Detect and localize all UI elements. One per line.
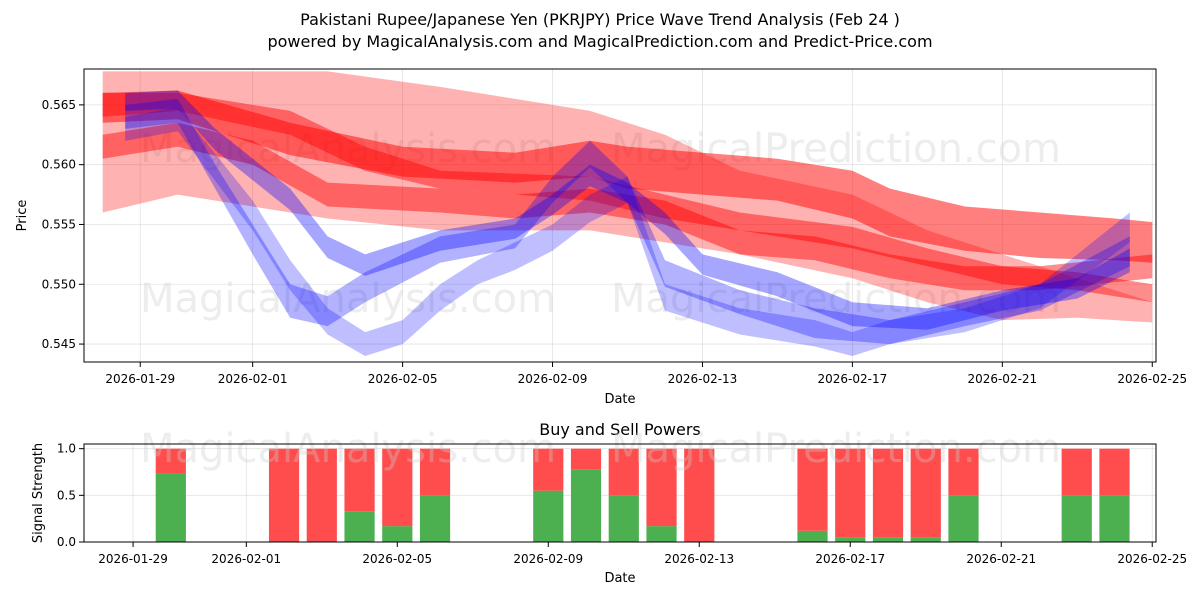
buy-bar xyxy=(533,490,564,542)
buy-bar xyxy=(1061,495,1092,542)
sell-bar xyxy=(797,448,828,531)
price-x-tick-label: 2026-02-05 xyxy=(368,372,438,386)
price-x-tick-label: 2026-02-25 xyxy=(1117,372,1187,386)
price-y-tick-label: 0.565 xyxy=(42,98,76,112)
power-chart-bars xyxy=(155,448,1130,542)
price-x-tick-label: 2026-01-29 xyxy=(105,372,175,386)
sell-bar xyxy=(344,448,375,512)
sell-bar xyxy=(872,448,904,538)
blue-wave-band xyxy=(125,90,1130,330)
buy-bar xyxy=(344,511,375,542)
power-x-tick-label: 2026-02-01 xyxy=(211,552,281,566)
sell-bar xyxy=(306,448,337,542)
sell-bar xyxy=(419,448,451,496)
power-x-tick-label: 2026-02-17 xyxy=(815,552,885,566)
buy-bar xyxy=(608,495,639,542)
buy-bar xyxy=(910,537,941,542)
power-x-tick-label: 2026-02-09 xyxy=(513,552,583,566)
price-y-tick-label: 0.560 xyxy=(42,158,76,172)
watermark-prediction-power: MagicalPrediction.com xyxy=(611,426,1061,472)
sell-bar xyxy=(1099,448,1130,496)
sell-bar xyxy=(646,448,677,527)
buy-bar xyxy=(155,473,186,542)
power-chart-axes: 2026-01-29 2026-02-01 2026-02-05 2026-02-09… xyxy=(57,442,1187,566)
buy-bar xyxy=(797,530,828,542)
red-wave-band xyxy=(102,71,1153,323)
price-chart-frame xyxy=(83,68,1157,363)
buy-bar xyxy=(835,537,866,542)
power-chart-frame xyxy=(83,443,1157,543)
watermark-analysis-bottom: MagicalAnalysis.com xyxy=(140,276,556,322)
price-x-tick-label: 2026-02-17 xyxy=(818,372,888,386)
price-chart-xlabel: Date xyxy=(604,392,635,407)
price-chart-ylabel: Price xyxy=(15,200,30,232)
red-wave-band xyxy=(102,92,1153,303)
sell-bar xyxy=(155,448,186,474)
sell-bar xyxy=(268,448,300,542)
power-x-tick-label: 2026-02-25 xyxy=(1117,552,1187,566)
power-chart-ylabel: Signal Strength xyxy=(31,443,46,543)
price-y-tick-label: 0.550 xyxy=(42,277,76,291)
power-x-tick-label: 2026-02-05 xyxy=(362,552,432,566)
power-chart-xlabel: Date xyxy=(604,571,635,586)
figure-title-line2: powered by MagicalAnalysis.com and Magic… xyxy=(267,32,932,51)
blue-wave-band xyxy=(125,98,1130,345)
price-y-tick-label: 0.555 xyxy=(42,217,76,231)
sell-bar xyxy=(533,448,564,491)
buy-bar xyxy=(1099,495,1130,542)
power-y-tick-label: 0.5 xyxy=(57,488,76,502)
sell-bar xyxy=(684,448,715,542)
sell-bar xyxy=(948,448,979,496)
buy-bar xyxy=(570,469,602,542)
power-x-tick-label: 2026-02-13 xyxy=(664,552,734,566)
sell-bar xyxy=(570,448,602,470)
power-chart: Buy and Sell Powers MagicalAnalysis.com … xyxy=(31,420,1187,586)
price-y-tick-label: 0.545 xyxy=(42,337,76,351)
sell-bar xyxy=(608,448,639,496)
buy-bar xyxy=(646,526,677,542)
price-chart-watermarks: MagicalAnalysis.com MagicalPrediction.co… xyxy=(140,126,1061,322)
price-x-tick-label: 2026-02-13 xyxy=(668,372,738,386)
buy-bar xyxy=(948,495,979,542)
power-chart-title: Buy and Sell Powers xyxy=(539,420,701,439)
figure-title-line1: Pakistani Rupee/Japanese Yen (PKRJPY) Pr… xyxy=(300,10,900,29)
price-chart: MagicalAnalysis.com MagicalPrediction.co… xyxy=(15,68,1187,407)
sell-bar xyxy=(1061,448,1092,496)
watermark-analysis-power: MagicalAnalysis.com xyxy=(140,426,556,472)
red-wave-band xyxy=(102,122,1153,291)
buy-bar xyxy=(872,537,904,542)
buy-bar xyxy=(382,526,413,542)
red-wave-band xyxy=(102,90,1153,263)
sell-bar xyxy=(382,448,413,527)
watermark-prediction-bottom: MagicalPrediction.com xyxy=(611,276,1061,322)
power-x-tick-label: 2026-01-29 xyxy=(98,552,168,566)
sell-bar xyxy=(910,448,941,538)
price-x-tick-label: 2026-02-09 xyxy=(518,372,588,386)
price-chart-axes: 2026-01-29 2026-02-01 2026-02-05 2026-02-09… xyxy=(42,98,1187,386)
price-x-tick-label: 2026-02-21 xyxy=(967,372,1037,386)
power-x-tick-label: 2026-02-21 xyxy=(966,552,1036,566)
price-x-tick-label: 2026-02-01 xyxy=(218,372,288,386)
buy-bar xyxy=(419,495,451,542)
power-y-tick-label: 0.0 xyxy=(57,535,76,549)
price-chart-bands xyxy=(102,71,1153,356)
power-y-tick-label: 1.0 xyxy=(57,442,76,456)
sell-bar xyxy=(835,448,866,538)
